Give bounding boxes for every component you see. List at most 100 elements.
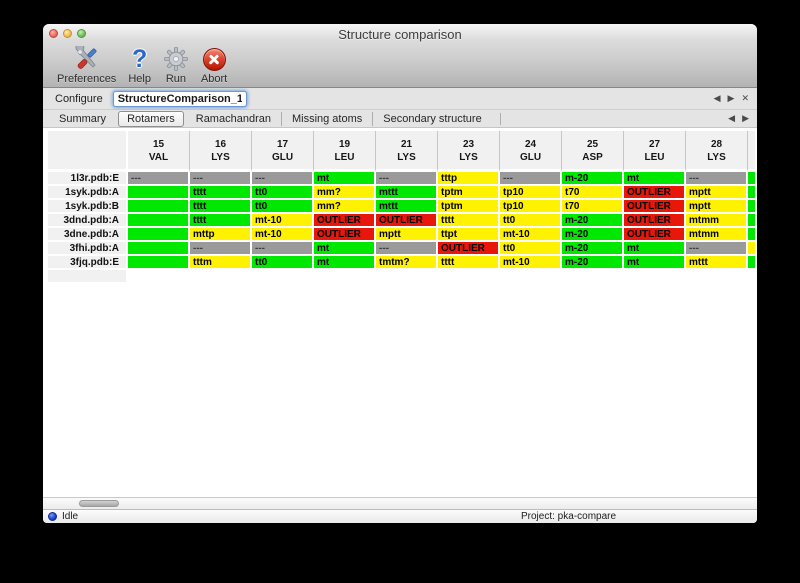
rotamer-cell[interactable]: tttt (190, 200, 252, 214)
rotamer-cell[interactable]: OUTLIER (438, 242, 500, 256)
rotamer-cell[interactable]: tp10 (500, 186, 562, 200)
rotamer-cell[interactable]: --- (686, 242, 748, 256)
rotamer-cell[interactable]: tttt (438, 214, 500, 228)
rotamer-cell[interactable]: mt-10 (252, 228, 314, 242)
rotamer-cell[interactable]: mt (624, 172, 686, 186)
rotamer-cell[interactable]: --- (190, 172, 252, 186)
row-label[interactable]: 1l3r.pdb:E (48, 172, 128, 186)
next-config-icon[interactable]: ▶ (727, 93, 735, 103)
tab-missing-atoms[interactable]: Missing atoms (280, 111, 372, 126)
rotamer-cell[interactable]: --- (252, 172, 314, 186)
rotamer-cell[interactable]: mptt (376, 228, 438, 242)
rotamer-cell[interactable]: tptm (438, 186, 500, 200)
close-window-button[interactable] (49, 29, 58, 38)
row-label[interactable]: 3fjq.pdb:E (48, 256, 128, 270)
row-label[interactable]: 1syk.pdb:A (48, 186, 128, 200)
rotamer-cell[interactable]: --- (376, 172, 438, 186)
rotamer-cell[interactable] (128, 186, 190, 200)
rotamer-cell[interactable]: mt-10 (500, 228, 562, 242)
rotamer-cell[interactable]: --- (128, 172, 190, 186)
rotamer-cell[interactable]: --- (500, 172, 562, 186)
rotamer-cell[interactable]: OUTLIER (376, 214, 438, 228)
row-label[interactable]: 1syk.pdb:B (48, 200, 128, 214)
prev-config-icon[interactable]: ◀ (713, 93, 721, 103)
rotamer-cell[interactable]: ttpt (438, 228, 500, 242)
rotamer-cell[interactable]: m-20 (562, 242, 624, 256)
scrollbar-thumb[interactable] (79, 500, 119, 507)
rotamer-cell[interactable]: OUTLIER (624, 228, 686, 242)
minimize-window-button[interactable] (63, 29, 72, 38)
rotamer-cell-partial[interactable] (748, 256, 755, 270)
rotamer-cell[interactable]: mttt (376, 200, 438, 214)
rotamer-cell[interactable] (128, 200, 190, 214)
rotamer-cell[interactable]: mttt (686, 256, 748, 270)
tab-summary[interactable]: Summary (59, 112, 107, 125)
rotamer-cell[interactable]: mt (314, 242, 376, 256)
rotamer-cell[interactable]: --- (190, 242, 252, 256)
tab-rotamers[interactable]: Rotamers (118, 110, 184, 127)
rotamer-cell-partial[interactable] (748, 214, 755, 228)
rotamer-cell[interactable]: tptm (438, 200, 500, 214)
rotamer-cell[interactable]: mm? (314, 186, 376, 200)
rotamer-cell[interactable]: tttt (190, 214, 252, 228)
close-config-icon[interactable]: ✕ (741, 93, 749, 103)
rotamer-cell[interactable]: tttp (438, 172, 500, 186)
rotamer-cell-partial[interactable] (748, 172, 755, 186)
rotamer-cell[interactable]: --- (376, 242, 438, 256)
rotamer-cell[interactable]: m-20 (562, 172, 624, 186)
rotamer-cell[interactable]: mtmm (686, 228, 748, 242)
rotamer-cell[interactable]: --- (686, 172, 748, 186)
rotamer-cell[interactable]: mt-10 (252, 214, 314, 228)
rotamer-cell-partial[interactable] (748, 186, 755, 200)
row-label[interactable]: 3dnd.pdb:A (48, 214, 128, 228)
rotamer-cell[interactable]: --- (252, 242, 314, 256)
rotamer-cell[interactable]: mttt (376, 186, 438, 200)
rotamer-cell[interactable]: mt (314, 172, 376, 186)
zoom-window-button[interactable] (77, 29, 86, 38)
abort-button[interactable]: Abort (195, 43, 233, 85)
rotamer-cell[interactable] (128, 256, 190, 270)
rotamer-cell[interactable]: m-20 (562, 214, 624, 228)
rotamer-cell[interactable]: m-20 (562, 228, 624, 242)
rotamer-cell[interactable]: OUTLIER (314, 228, 376, 242)
rotamer-cell[interactable] (128, 228, 190, 242)
rotamer-cell[interactable]: tttt (438, 256, 500, 270)
rotamer-cell[interactable]: mptt (686, 200, 748, 214)
rotamer-cell[interactable]: mtmm (686, 214, 748, 228)
preferences-button[interactable]: Preferences (51, 43, 122, 85)
rotamer-cell[interactable]: tt0 (500, 242, 562, 256)
rotamer-cell[interactable]: tmtm? (376, 256, 438, 270)
rotamer-cell[interactable]: mttp (190, 228, 252, 242)
rotamer-cell[interactable]: tp10 (500, 200, 562, 214)
rotamer-cell[interactable]: tttt (190, 186, 252, 200)
rotamer-cell[interactable]: tt0 (252, 256, 314, 270)
configure-name-input[interactable] (112, 90, 247, 107)
rotamer-cell[interactable]: tttm (190, 256, 252, 270)
row-label[interactable]: 3fhi.pdb:A (48, 242, 128, 256)
help-button[interactable]: ? Help (122, 43, 157, 85)
run-button[interactable]: Run (157, 43, 195, 85)
rotamer-cell[interactable]: mt (624, 256, 686, 270)
prev-tab-icon[interactable]: ◀ (728, 113, 736, 123)
rotamer-cell[interactable]: tt0 (500, 214, 562, 228)
rotamer-cell[interactable]: t70 (562, 186, 624, 200)
horizontal-scrollbar[interactable] (43, 497, 757, 509)
rotamer-cell[interactable] (128, 242, 190, 256)
tab-secondary-structure[interactable]: Secondary structure (372, 111, 491, 126)
rotamer-cell-partial[interactable] (748, 200, 755, 214)
rotamer-cell[interactable]: t70 (562, 200, 624, 214)
rotamer-cell[interactable]: OUTLIER (624, 214, 686, 228)
rotamer-cell-partial[interactable] (748, 228, 755, 242)
rotamer-cell[interactable]: mt-10 (500, 256, 562, 270)
rotamer-cell[interactable]: tt0 (252, 186, 314, 200)
rotamer-cell[interactable]: OUTLIER (624, 200, 686, 214)
tab-ramachandran[interactable]: Ramachandran (195, 112, 271, 125)
rotamer-cell[interactable]: tt0 (252, 200, 314, 214)
rotamer-cell[interactable]: OUTLIER (314, 214, 376, 228)
rotamer-cell[interactable] (128, 214, 190, 228)
next-tab-icon[interactable]: ▶ (742, 113, 749, 123)
rotamer-cell[interactable]: m-20 (562, 256, 624, 270)
rotamer-cell[interactable]: mt (314, 256, 376, 270)
rotamer-cell-partial[interactable] (748, 242, 755, 256)
rotamer-cell[interactable]: mptt (686, 186, 748, 200)
